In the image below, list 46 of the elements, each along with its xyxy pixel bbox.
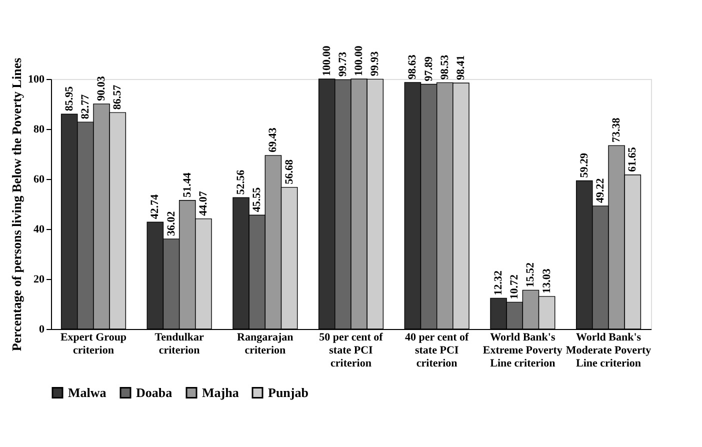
data-label: 10.72 <box>508 274 521 300</box>
data-label: 12.32 <box>492 270 505 296</box>
legend-label: Punjab <box>268 384 308 400</box>
y-axis-title: Percentage of persons living Below the Poverty Lines <box>9 58 24 352</box>
data-label: 15.52 <box>524 262 537 288</box>
y-tick-label: 80 <box>34 124 45 136</box>
data-label: 51.44 <box>181 172 194 198</box>
data-label: 98.63 <box>406 54 419 80</box>
data-label: 99.93 <box>369 50 382 76</box>
data-label: 100.00 <box>320 45 333 76</box>
x-tick-label: Tendulkar criterion <box>154 332 204 356</box>
data-label: 61.65 <box>626 146 639 172</box>
data-label: 49.22 <box>594 178 606 203</box>
data-label: 36.02 <box>165 210 178 236</box>
data-label: 59.29 <box>578 152 590 178</box>
data-label: 99.73 <box>336 51 349 77</box>
data-label: 73.38 <box>610 117 623 143</box>
x-tick-label: World Bank's Moderate Poverty Line criterion <box>566 332 652 370</box>
data-label: 98.41 <box>454 55 467 80</box>
data-label: 69.43 <box>267 127 280 152</box>
y-tick-label: 40 <box>34 224 45 236</box>
y-tick-label: 0 <box>39 324 45 336</box>
legend-label: Doaba <box>136 384 173 400</box>
data-label: 100.00 <box>353 45 366 76</box>
data-label: 97.89 <box>422 56 435 82</box>
data-label: 90.03 <box>96 76 108 101</box>
y-tick-label: 60 <box>34 174 45 186</box>
data-label: 82.77 <box>79 94 92 120</box>
data-label: 45.55 <box>251 186 264 212</box>
data-label: 44.07 <box>197 190 210 216</box>
data-label: 42.74 <box>149 194 162 220</box>
legend-label: Malwa <box>68 384 107 400</box>
data-label: 52.56 <box>235 169 248 195</box>
data-label: 85.95 <box>63 86 76 112</box>
x-tick-label: Rangarajan criterion <box>237 332 294 356</box>
x-tick-label: Expert Group criterion <box>60 332 127 356</box>
x-tick-label: 40 per cent of state PCI criterion <box>405 332 469 370</box>
y-tick-label: 100 <box>28 74 45 86</box>
x-tick-label: World Bank's Extreme Poverty Line criterion <box>482 332 563 370</box>
y-tick-label: 20 <box>34 274 45 286</box>
legend-label: Majha <box>202 384 240 400</box>
data-label: 56.68 <box>283 159 296 184</box>
data-label: 86.57 <box>112 84 124 110</box>
data-label: 98.53 <box>438 54 451 80</box>
data-label: 13.03 <box>540 268 553 294</box>
x-tick-label: 50 per cent of state PCI criterion <box>319 332 384 370</box>
